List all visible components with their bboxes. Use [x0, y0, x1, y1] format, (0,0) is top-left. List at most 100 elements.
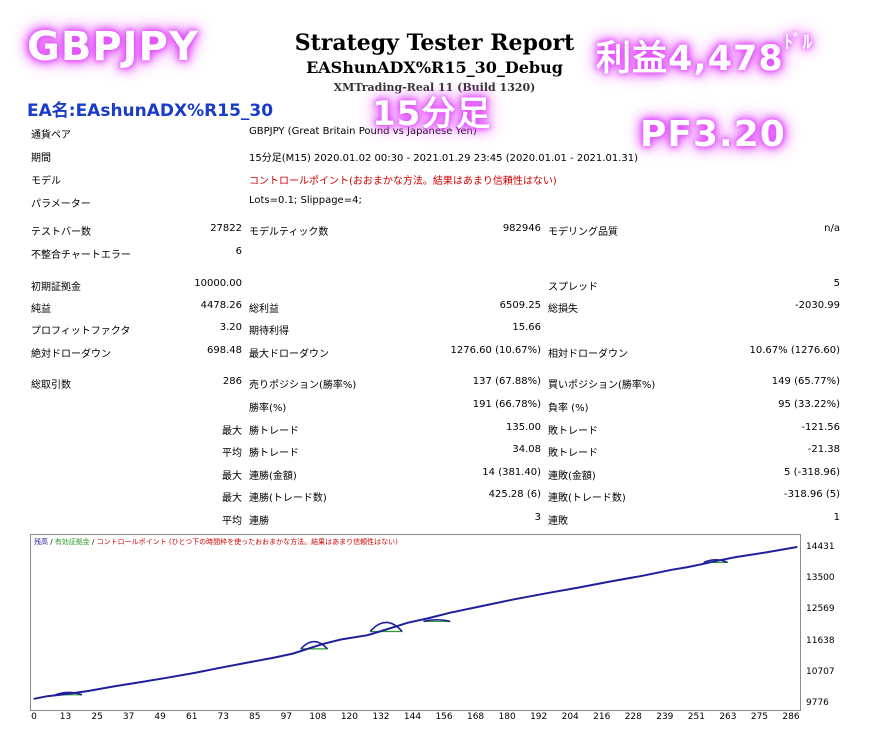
x-tick-label: 132	[372, 712, 390, 722]
avg-cons-win-value: 3	[534, 512, 541, 523]
legend-sep2: /	[89, 538, 97, 546]
rel-dd-label: 相対ドローダウン	[548, 349, 628, 360]
average-prefix: 平均	[222, 448, 242, 459]
y-tick-label: 13500	[806, 573, 835, 584]
loss-value: 95 (33.22%)	[778, 399, 840, 410]
mismatch-label: 不整合チャートエラー	[31, 250, 131, 261]
quality-label: モデリング品質	[548, 227, 618, 238]
net-value: 4478.26	[200, 300, 242, 311]
x-tick-label: 13	[59, 712, 72, 722]
largest-win-value: 135.00	[506, 422, 541, 433]
pair-label: 通貨ペア	[31, 130, 71, 141]
rel-dd-value: 10.67% (1276.60)	[749, 345, 840, 356]
x-tick-label: 37	[122, 712, 135, 722]
symbol-overlay: GBPJPY	[27, 24, 199, 70]
avg-cons-prefix: 平均	[222, 516, 242, 527]
expected-value: 15.66	[512, 322, 541, 333]
quality-value: n/a	[824, 223, 840, 234]
long-value: 149 (65.77%)	[771, 376, 840, 387]
profit-overlay-text: 利益4,478	[596, 39, 784, 79]
largest-win-label: 勝トレード	[249, 426, 299, 437]
short-value: 137 (67.88%)	[472, 376, 541, 387]
max-cons-lossamt-value: -318.96 (5)	[784, 489, 840, 500]
largest-prefix: 最大	[222, 426, 242, 437]
avg-loss-label: 敗トレード	[548, 448, 598, 459]
period-value: 15分足(M15) 2020.01.02 00:30 - 2021.01.29 …	[249, 153, 638, 164]
period-label: 期間	[31, 153, 51, 164]
gross-profit-value: 6509.25	[499, 300, 541, 311]
short-label: 売りポジション(勝率%)	[249, 380, 357, 391]
x-tick-label: 49	[154, 712, 166, 722]
x-tick-label: 216	[593, 712, 611, 722]
max-cons-win-label: 連勝(金額)	[249, 471, 297, 482]
x-tick-label: 275	[750, 712, 769, 722]
x-tick-label: 85	[249, 712, 261, 722]
x-tick-label: 97	[280, 712, 293, 722]
spread-value: 5	[833, 278, 840, 289]
gross-profit-label: 総利益	[249, 304, 279, 315]
largest-loss-label: 敗トレード	[548, 426, 598, 437]
x-tick-label: 192	[530, 712, 548, 722]
x-tick-label: 228	[624, 712, 642, 722]
x-tick-label: 61	[185, 712, 198, 722]
model-label: モデル	[31, 176, 61, 187]
profit-overlay: 利益4,478ﾄﾞﾙ	[596, 30, 813, 81]
abs-dd-value: 698.48	[207, 345, 242, 356]
pf-label: プロフィットファクタ	[31, 326, 131, 337]
max-cons-lossamt-label: 連敗(トレード数)	[548, 493, 626, 504]
win-value: 191 (66.78%)	[472, 399, 541, 410]
max-cons-profit-label: 連勝(トレード数)	[249, 493, 327, 504]
y-tick-label: 11638	[806, 635, 835, 646]
x-tick-label: 120	[340, 712, 358, 722]
x-tick-label: 286	[782, 712, 800, 722]
x-tick-label: 168	[466, 712, 485, 722]
x-tick-label: 251	[687, 712, 705, 722]
max-cons-loss-label: 連敗(金額)	[548, 471, 596, 482]
legend-sep1: /	[48, 538, 55, 546]
legend-note: コントロールポイント (ひとつ下の時間枠を使ったおおまかな方法。結果はあまり信頼…	[96, 538, 398, 546]
model-value: コントロールポイント(おおまかな方法。結果はあまり信頼性はない)	[249, 176, 557, 187]
x-tick-label: 25	[91, 712, 103, 722]
params-label: パラメーター	[31, 199, 91, 210]
avg-cons-loss-value: 1	[833, 512, 840, 523]
legend-balance: 残高	[34, 538, 48, 546]
x-tick-label: 0	[31, 712, 37, 722]
avg-cons-loss-label: 連敗	[548, 516, 568, 527]
spread-label: スプレッド	[548, 282, 598, 293]
avg-loss-value: -21.38	[807, 444, 840, 455]
deposit-label: 初期証拠金	[31, 282, 81, 293]
max-cons-win-value: 14 (381.40)	[482, 467, 541, 478]
report-server: XMTrading-Real 11 (Build 1320)	[333, 81, 536, 94]
bars-value: 27822	[210, 223, 242, 234]
y-tick-label: 12569	[806, 604, 835, 615]
pf-value: 3.20	[219, 322, 242, 333]
x-tick-label: 263	[719, 712, 737, 722]
avg-win-value: 34.08	[512, 444, 541, 455]
ea-name-label: EA名:EAshunADX%R15_30	[27, 101, 274, 121]
avg-cons-win-label: 連勝	[249, 516, 269, 527]
loss-label: 負率 (%)	[548, 403, 589, 414]
pair-value: GBPJPY (Great Britain Pound vs Japanese …	[249, 126, 477, 137]
max-cons-profit-value: 425.28 (6)	[488, 489, 541, 500]
trades-value: 286	[222, 376, 242, 387]
y-tick-label: 14431	[806, 542, 835, 552]
long-label: 買いポジション(勝率%)	[548, 380, 656, 391]
pf-overlay: PF3.20	[640, 114, 786, 155]
x-tick-label: 180	[498, 712, 516, 722]
win-label: 勝率(%)	[249, 403, 287, 414]
x-tick-label: 73	[217, 712, 229, 722]
gross-loss-value: -2030.99	[795, 300, 840, 311]
x-tick-label: 156	[435, 712, 453, 722]
legend-equity: 有効証拠金	[54, 538, 90, 546]
report-title: Strategy Tester Report	[294, 30, 575, 56]
y-tick-label: 10707	[806, 666, 835, 677]
max-cons2-prefix: 最大	[222, 493, 242, 504]
gross-loss-label: 総損失	[548, 304, 578, 315]
largest-loss-value: -121.56	[801, 422, 840, 433]
expected-label: 期待利得	[249, 326, 289, 337]
avg-win-label: 勝トレード	[249, 448, 299, 459]
max-dd-value: 1276.60 (10.67%)	[450, 345, 541, 356]
ticks-value: 982946	[502, 223, 541, 234]
net-label: 純益	[31, 304, 51, 315]
x-tick-label: 144	[403, 712, 422, 722]
